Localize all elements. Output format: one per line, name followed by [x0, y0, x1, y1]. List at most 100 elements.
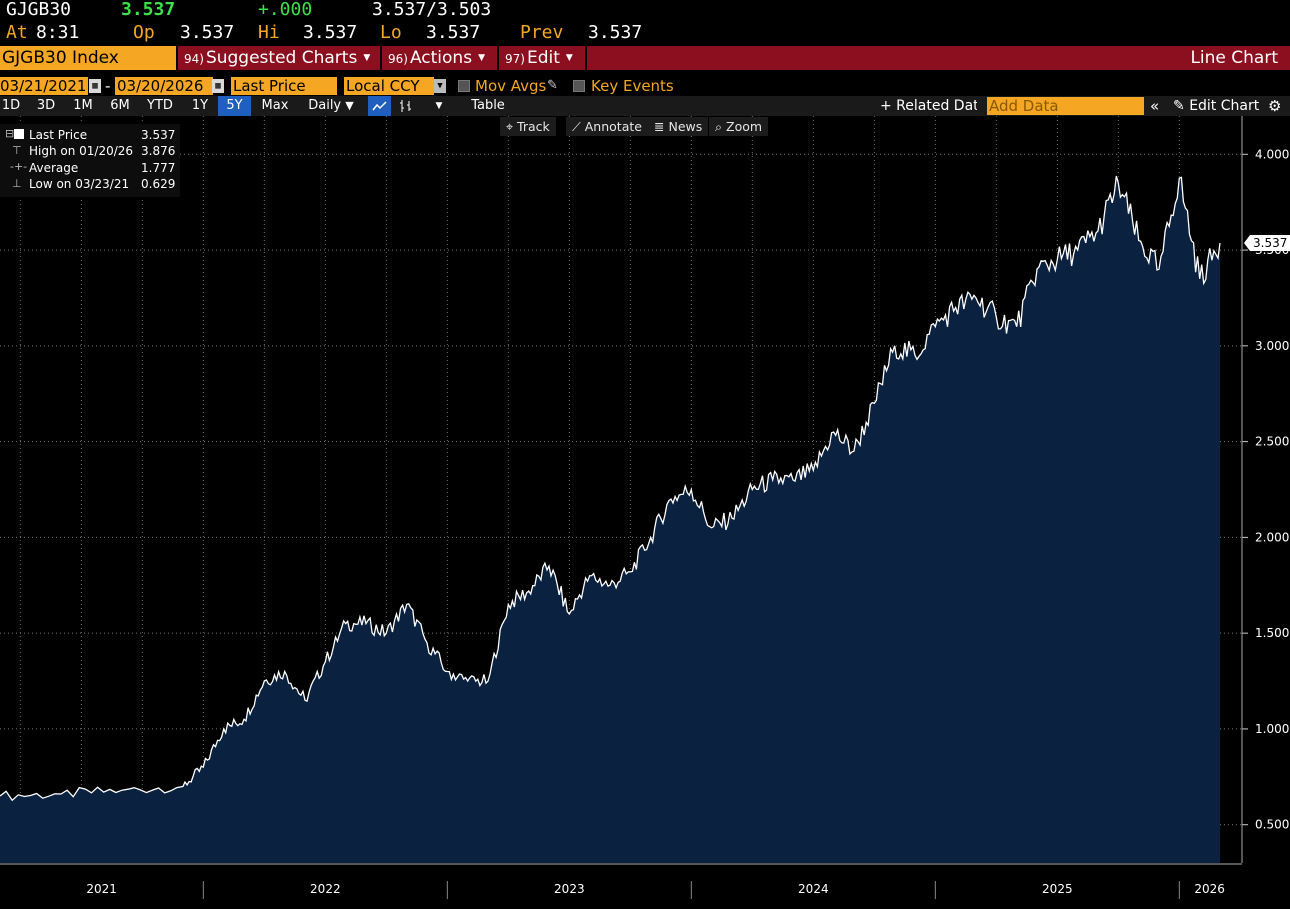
- suggested-label: Suggested Charts: [205, 48, 358, 68]
- last-value-tag-label: 3.537: [1253, 236, 1287, 250]
- low-marker-icon: ⊥: [12, 177, 22, 190]
- dropdown-arrow-icon[interactable]: ▼: [434, 79, 446, 93]
- line-chart-icon[interactable]: [368, 96, 391, 116]
- prev-value: 3.537: [588, 22, 643, 43]
- start-date-input[interactable]: 03/21/2021: [0, 77, 88, 95]
- x-tick-label: 2022: [310, 882, 341, 896]
- news-tool[interactable]: ≣ News: [648, 117, 709, 136]
- x-axis-band: [0, 865, 1290, 909]
- legend-last-value: 3.537: [141, 128, 176, 142]
- ticker: GJGB30: [6, 0, 72, 20]
- frequency-label: Daily: [308, 98, 342, 113]
- high-label: Hi: [258, 22, 280, 43]
- crosshair-icon: ⌖: [506, 119, 514, 134]
- function-bar: GJGB30 Index 94) Suggested Charts ▼ 96) Act…: [0, 46, 1290, 70]
- edit-button[interactable]: 97) Edit ▼: [505, 46, 573, 70]
- caret-down-icon: ▼: [345, 99, 354, 112]
- x-axis: 2021 2022 2023 2024 2025 2026: [0, 863, 1290, 909]
- y-axis: 4.0003.5003.0002.5002.0001.5001.0000.500…: [1241, 116, 1290, 863]
- period-6m[interactable]: 6M: [110, 98, 130, 113]
- x-tick-label: 2023: [554, 882, 585, 896]
- y-tick-label: 2.500: [1255, 435, 1289, 449]
- x-tick-label: 2025: [1042, 882, 1073, 896]
- chart-style-dropdown[interactable]: ▼: [435, 101, 443, 111]
- track-tool[interactable]: ⌖ Track: [500, 117, 556, 136]
- related-data-button[interactable]: + Related Data: [880, 98, 977, 114]
- calendar-icon[interactable]: ▦: [212, 79, 224, 93]
- legend-low-value: 0.629: [141, 177, 176, 191]
- low-label: Lo: [380, 22, 402, 43]
- y-tick-label: 2.000: [1255, 530, 1289, 544]
- x-tick-label: 2024: [798, 882, 829, 896]
- end-date-input[interactable]: 03/20/2026: [115, 77, 213, 95]
- suggested-charts-button[interactable]: 94) Suggested Charts ▼: [184, 46, 370, 70]
- currency-select[interactable]: Local CCY: [344, 77, 434, 95]
- y-tick-label: 4.000: [1255, 147, 1289, 161]
- net-change: +.000: [258, 0, 313, 20]
- security-label: GJGB30 Index: [2, 48, 119, 68]
- field-select[interactable]: Last Price: [231, 77, 337, 95]
- y-tick-label: 1.000: [1255, 722, 1289, 736]
- mov-avgs-label: Mov Avgs: [475, 77, 547, 95]
- caret-down-icon: ▼: [363, 53, 371, 63]
- actions-num: 96): [388, 52, 408, 66]
- period-ytd[interactable]: YTD: [147, 98, 173, 113]
- gear-icon[interactable]: ⚙: [1268, 97, 1282, 115]
- open-value: 3.537: [180, 22, 235, 43]
- mov-avgs-checkbox[interactable]: [458, 80, 470, 92]
- last-price: 3.537: [121, 0, 176, 20]
- caret-down-icon: ▼: [565, 53, 573, 63]
- annotate-tool[interactable]: ⟋ Annotate: [566, 117, 648, 136]
- y-tick-label: 1.500: [1255, 626, 1289, 640]
- x-tick-label: 2026: [1194, 882, 1225, 896]
- news-label: News: [668, 119, 703, 134]
- security-field[interactable]: GJGB30 Index: [0, 46, 176, 70]
- period-1y[interactable]: 1Y: [191, 98, 209, 113]
- prev-label: Prev: [520, 22, 564, 43]
- price-area: [0, 176, 1220, 863]
- chart-legend: ⊟ Last Price 3.537 ⊤ High on 01/20/26 3.…: [0, 124, 180, 197]
- frequency-select[interactable]: Daily ▼: [300, 96, 362, 116]
- period-1d[interactable]: 1D: [1, 98, 21, 113]
- edit-chart-label: Edit Chart: [1189, 98, 1260, 114]
- price-line: [0, 175, 1221, 802]
- legend-high-label: High on 01/20/26: [29, 144, 134, 158]
- price-chart[interactable]: 4.0003.5003.0002.5002.0001.5001.0000.500…: [0, 116, 1290, 909]
- table-button[interactable]: Table: [471, 98, 505, 113]
- suggested-num: 94): [184, 52, 204, 66]
- period-5y[interactable]: 5Y: [218, 96, 251, 116]
- news-icon: ≣: [654, 119, 665, 134]
- zoom-tool[interactable]: ⌕ Zoom: [709, 117, 769, 136]
- legend-last-label: Last Price: [29, 128, 88, 142]
- caret-down-icon: ▼: [478, 53, 485, 63]
- actions-label: Actions: [409, 48, 473, 68]
- edit-chart-button[interactable]: ✎ Edit Chart: [1173, 96, 1259, 116]
- collapse-icon[interactable]: «: [1150, 97, 1160, 115]
- zoom-label: Zoom: [726, 119, 763, 134]
- add-data-input[interactable]: Add Data: [987, 97, 1144, 115]
- y-tick-label: 0.500: [1255, 818, 1289, 832]
- calendar-icon[interactable]: ▦: [89, 79, 101, 93]
- magnifier-icon: ⌕: [715, 119, 723, 134]
- average-marker-icon: -+-: [10, 160, 28, 173]
- high-marker-icon: ⊤: [12, 144, 22, 157]
- pencil-icon: ✎: [1173, 98, 1185, 114]
- y-tick-label: 3.000: [1255, 339, 1289, 353]
- last-value-tag: [1244, 234, 1290, 251]
- period-1m[interactable]: 1M: [73, 98, 93, 113]
- pencil-icon[interactable]: ✎: [547, 78, 558, 93]
- bid-ask: 3.537/3.503: [372, 0, 492, 20]
- bar-chart-icon[interactable]: [394, 96, 418, 116]
- x-tick-label: 2021: [86, 882, 117, 896]
- collapse-box-icon[interactable]: ⊟: [5, 127, 15, 140]
- legend-average-label: Average: [29, 161, 79, 175]
- key-events-checkbox[interactable]: [573, 80, 585, 92]
- high-value: 3.537: [303, 22, 358, 43]
- legend-high-value: 3.876: [141, 144, 176, 158]
- low-value: 3.537: [426, 22, 481, 43]
- period-max[interactable]: Max: [261, 98, 289, 113]
- period-3d[interactable]: 3D: [36, 98, 56, 113]
- edit-num: 97): [505, 52, 525, 66]
- date-dash: -: [105, 77, 111, 95]
- actions-button[interactable]: 96) Actions ▼: [388, 46, 485, 70]
